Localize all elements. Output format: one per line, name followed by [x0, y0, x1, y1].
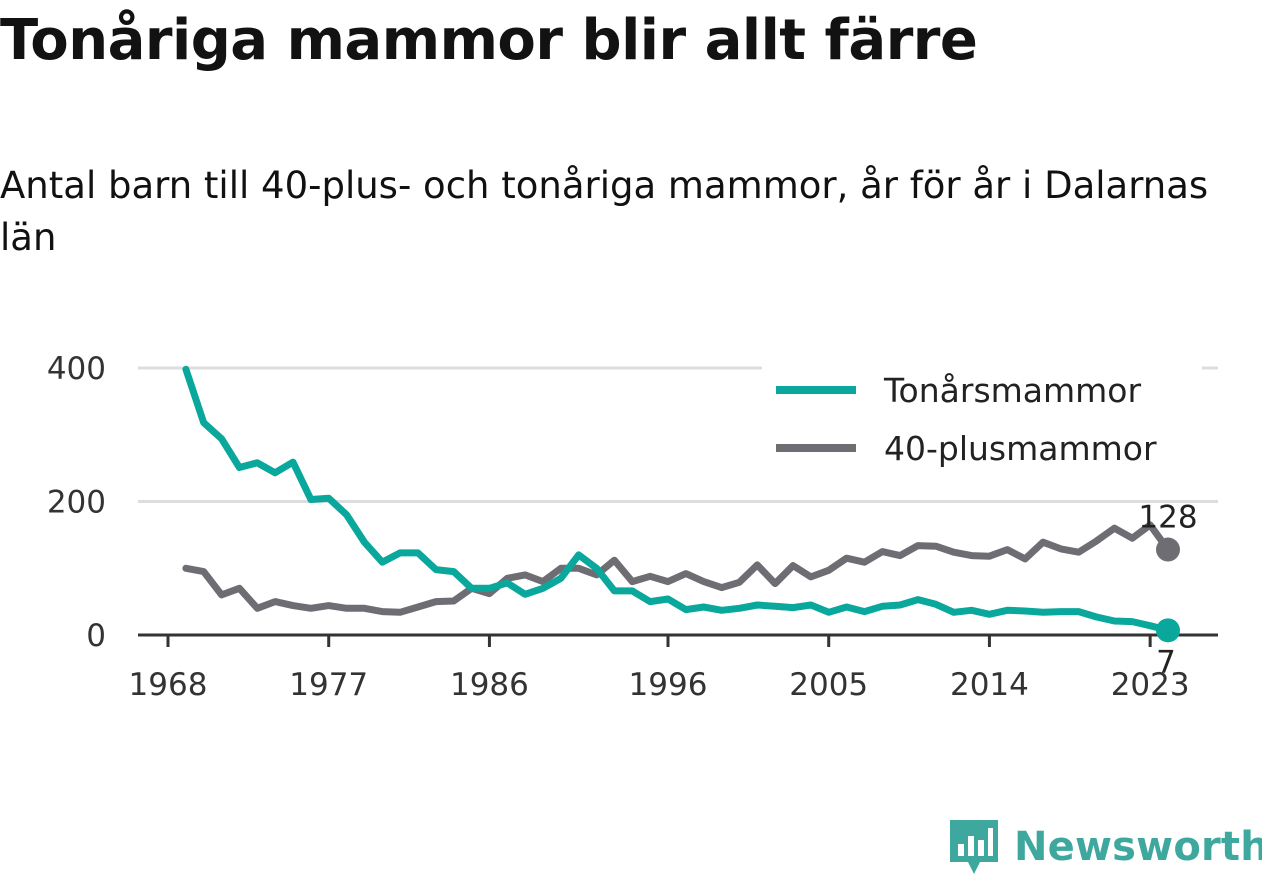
series-lines	[182, 365, 1172, 634]
x-tick-label: 2014	[950, 667, 1029, 703]
x-axis: 1968 1977 1986 1996 2005 2014 2023	[129, 633, 1218, 703]
end-label-40-plusmammor: 128	[1138, 500, 1197, 536]
legend-label-40-plusmammor: 40-plusmammor	[884, 429, 1157, 468]
series-line-40-plusmammor	[182, 521, 1172, 616]
series-line-tonarsmammor	[182, 365, 1172, 634]
x-tick-label: 2005	[789, 667, 868, 703]
y-tick-label: 400	[47, 351, 106, 387]
newsworthy-wordmark: Newsworthy	[1014, 824, 1262, 870]
end-label-tonarsmammor: 7	[1156, 644, 1176, 680]
newsworthy-logo: Newsworthy	[948, 818, 1262, 876]
legend-label-tonarsmammor: Tonårsmammor	[883, 371, 1141, 410]
end-markers: 128 7	[1138, 500, 1197, 681]
line-chart: 0 200 400 1968 1977 1986 1996 2005 2014 2023 Ton…	[47, 351, 1218, 703]
y-tick-label: 200	[47, 485, 106, 521]
legend: Tonårsmammor 40-plusmammor	[762, 366, 1202, 478]
x-tick-label: 2023	[1111, 667, 1190, 703]
end-marker-40-plusmammor	[1156, 537, 1180, 562]
y-axis-ticks: 0 200 400	[47, 351, 106, 654]
chart-subtitle: Antal barn till 40-plus- och tonåriga ma…	[0, 164, 1209, 259]
newsworthy-logo-icon	[950, 820, 998, 874]
chart-title: Tonåriga mammor blir allt färre	[0, 8, 978, 73]
legend-background	[762, 366, 1202, 478]
x-tick-label: 1996	[629, 667, 708, 703]
x-tick-label: 1986	[450, 667, 529, 703]
x-tick-label: 1977	[289, 667, 368, 703]
y-tick-label: 0	[86, 618, 106, 654]
x-tick-label: 1968	[129, 667, 208, 703]
end-marker-tonarsmammor	[1156, 618, 1180, 643]
